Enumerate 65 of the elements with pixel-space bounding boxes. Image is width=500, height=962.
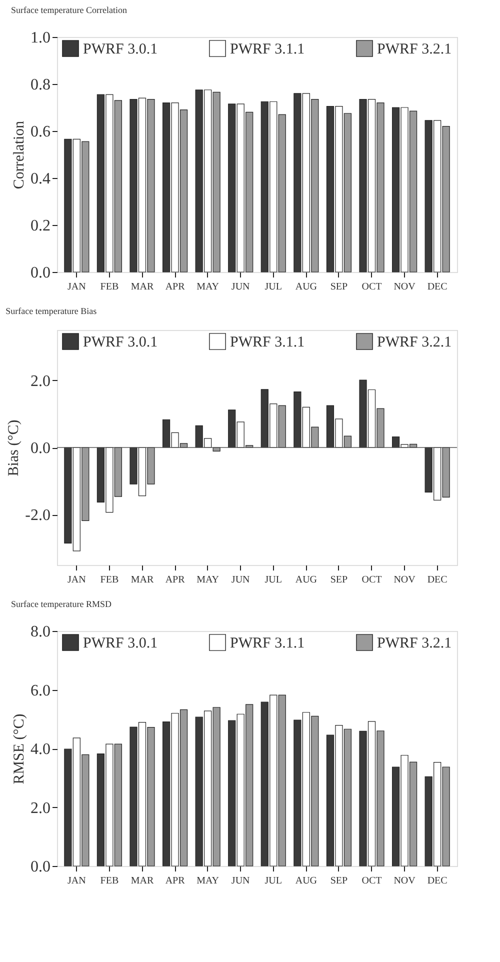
- x-tick-label: DEC: [427, 876, 448, 886]
- x-tick-label: JAN: [68, 876, 86, 886]
- x-tick-label: MAY: [196, 876, 220, 886]
- y-tick-label: 2.0: [30, 800, 50, 817]
- x-tick-label: SEP: [330, 282, 348, 292]
- x-tick-label: APR: [165, 876, 186, 886]
- y-tick-label: 1.0: [30, 30, 50, 46]
- y-tick-label: 6.0: [30, 682, 50, 700]
- y-tick-label: 0.6: [30, 124, 50, 140]
- y-axis-title: Bias (°C): [6, 420, 22, 476]
- legend-label: PWRF 3.0.1: [83, 636, 158, 652]
- x-tick-label: JUN: [231, 574, 250, 586]
- x-tick-label: SEP: [330, 574, 348, 586]
- x-tick-label: DEC: [427, 282, 448, 292]
- x-tick-label: APR: [165, 282, 186, 292]
- x-tick-label: SEP: [330, 876, 348, 886]
- x-tick-label: JUL: [264, 574, 282, 586]
- x-tick-label: NOV: [394, 574, 416, 586]
- x-tick-label: OCT: [362, 876, 382, 886]
- x-tick-label: FEB: [100, 876, 119, 886]
- y-tick-label: 0.8: [30, 76, 50, 94]
- x-tick-label: AUG: [295, 282, 318, 292]
- x-tick-label: FEB: [100, 282, 119, 292]
- legend-label: PWRF 3.2.1: [377, 334, 452, 351]
- y-tick-label: -2.0: [25, 507, 50, 524]
- x-tick-label: MAY: [196, 574, 220, 586]
- x-tick-label: JUN: [231, 876, 250, 886]
- x-tick-label: DEC: [427, 574, 448, 586]
- x-tick-label: JUL: [264, 876, 282, 886]
- legend-label: PWRF 3.1.1: [230, 42, 305, 58]
- legend-label: PWRF 3.0.1: [83, 334, 158, 351]
- chart-title: Surface temperature Bias: [6, 306, 98, 316]
- x-tick-label: MAY: [196, 282, 220, 292]
- legend-label: PWRF 3.2.1: [377, 42, 452, 58]
- legend-label: PWRF 3.1.1: [230, 334, 305, 351]
- x-tick-label: JAN: [68, 282, 86, 292]
- y-tick-label: 0.0: [30, 264, 50, 282]
- x-tick-label: JUN: [231, 282, 250, 292]
- x-tick-label: OCT: [362, 282, 382, 292]
- y-tick-label: 2.0: [30, 372, 50, 390]
- chart-title: Surface temperature RMSD: [11, 599, 112, 609]
- x-tick-label: AUG: [295, 876, 318, 886]
- chart-title: Surface temperature Correlation: [11, 5, 128, 15]
- legend-label: PWRF 3.2.1: [377, 636, 452, 652]
- y-axis-title: Correlation: [12, 120, 28, 190]
- x-tick-label: APR: [165, 574, 186, 586]
- legend-label: PWRF 3.1.1: [230, 636, 305, 652]
- x-tick-label: AUG: [295, 574, 318, 586]
- y-tick-label: 0.0: [30, 440, 50, 457]
- x-tick-label: MAR: [130, 282, 154, 292]
- x-tick-label: NOV: [394, 876, 416, 886]
- x-tick-label: OCT: [362, 574, 382, 586]
- y-tick-label: 0.4: [30, 170, 50, 188]
- legend-label: PWRF 3.0.1: [83, 42, 158, 58]
- x-tick-label: JUL: [264, 282, 282, 292]
- y-tick-label: 0.2: [30, 218, 50, 234]
- x-tick-label: MAR: [130, 574, 154, 586]
- x-tick-label: MAR: [130, 876, 154, 886]
- y-axis-title: RMSE (°C): [12, 714, 28, 784]
- y-tick-label: 0.0: [30, 858, 50, 876]
- y-tick-label: 4.0: [30, 741, 50, 758]
- x-tick-label: JAN: [68, 574, 86, 586]
- x-tick-label: NOV: [394, 282, 416, 292]
- y-tick-label: 8.0: [30, 624, 50, 640]
- x-tick-label: FEB: [100, 574, 119, 586]
